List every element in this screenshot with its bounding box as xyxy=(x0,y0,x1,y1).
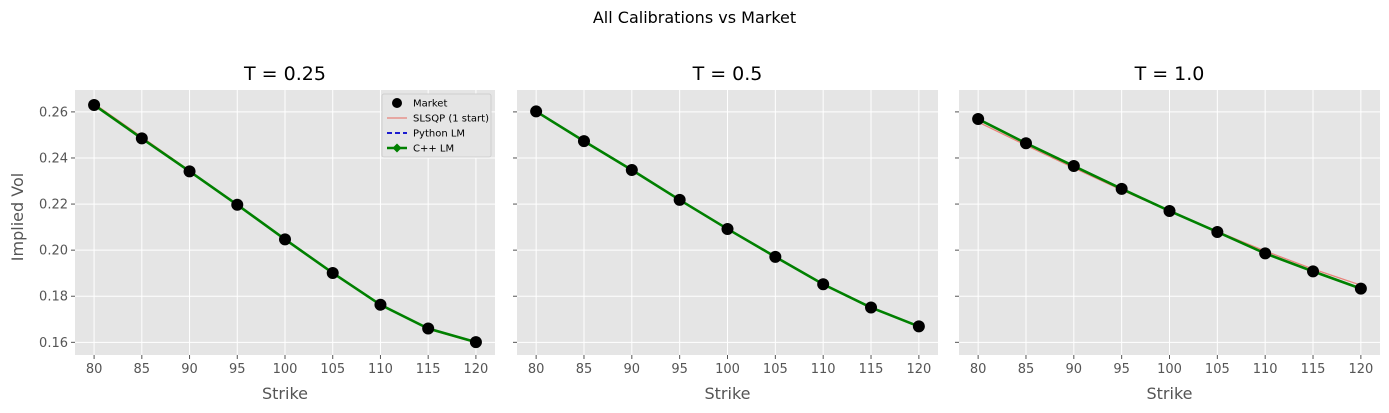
subplot-3: 80 85 90 95 100 105 110 115 120 T = 1.0 Strike xyxy=(955,63,1380,403)
market-point xyxy=(530,105,543,118)
market-point xyxy=(1354,282,1367,295)
subplot-title: T = 0.25 xyxy=(243,63,326,85)
market-point xyxy=(374,298,387,311)
x-tick-label: 95 xyxy=(1113,362,1130,377)
y-tick-label: 0.22 xyxy=(39,198,68,213)
y-tick-label: 0.16 xyxy=(39,336,68,351)
y-tick-label: 0.20 xyxy=(39,244,68,259)
x-tick-label: 110 xyxy=(811,362,836,377)
x-axis-label: Strike xyxy=(1147,384,1193,403)
y-tick-label: 0.26 xyxy=(39,105,68,120)
market-point xyxy=(1307,265,1320,278)
legend: Market SLSQP (1 start) Python LM C++ LM xyxy=(381,93,492,158)
x-tick-label: 85 xyxy=(134,362,151,377)
x-tick-label: 100 xyxy=(715,362,740,377)
x-tick-label: 90 xyxy=(624,362,641,377)
market-point xyxy=(1259,247,1272,260)
x-tick-label: 120 xyxy=(1348,362,1373,377)
x-tick-label: 100 xyxy=(1157,362,1182,377)
subplots: 80 85 90 95 100 105 110 115 120 0.16 0.18 0.20 0.22 0… xyxy=(39,63,1380,403)
y-tick-label: 0.24 xyxy=(39,151,68,166)
y-axis-label: Implied Vol xyxy=(8,173,27,261)
market-point xyxy=(1019,137,1032,150)
x-tick-label: 105 xyxy=(1205,362,1230,377)
x-tick-label: 85 xyxy=(576,362,593,377)
x-tick-label: 85 xyxy=(1018,362,1035,377)
market-point xyxy=(817,278,830,291)
x-tick-label: 115 xyxy=(1301,362,1326,377)
x-tick-label: 115 xyxy=(416,362,441,377)
market-point xyxy=(231,198,244,211)
x-axis-label: Strike xyxy=(262,384,308,403)
x-tick-label: 110 xyxy=(1253,362,1278,377)
figure-suptitle: All Calibrations vs Market xyxy=(593,8,796,27)
market-point xyxy=(1163,204,1176,217)
x-tick-label: 105 xyxy=(320,362,345,377)
market-point xyxy=(279,233,291,246)
x-tick-label: 110 xyxy=(368,362,393,377)
market-point xyxy=(422,322,435,335)
market-point xyxy=(135,132,148,145)
market-point xyxy=(88,98,101,111)
x-tick-label: 90 xyxy=(1066,362,1083,377)
market-point xyxy=(1115,182,1128,195)
legend-entry-label: C++ LM xyxy=(413,144,454,155)
market-point xyxy=(1211,225,1224,238)
y-tick-label: 0.18 xyxy=(39,290,68,305)
x-tick-label: 95 xyxy=(229,362,246,377)
market-point xyxy=(326,266,339,279)
market-point xyxy=(1067,160,1080,173)
x-tick-label: 120 xyxy=(463,362,488,377)
x-tick-label: 80 xyxy=(970,362,987,377)
subplot-2: 80 85 90 95 100 105 110 115 120 T = 0.5 Strike xyxy=(513,63,938,403)
market-point xyxy=(183,165,196,178)
legend-box xyxy=(381,93,492,158)
x-axis-label: Strike xyxy=(705,384,751,403)
market-point xyxy=(972,113,985,126)
market-point xyxy=(577,135,590,148)
market-point xyxy=(469,336,482,349)
subplot-title: T = 1.0 xyxy=(1134,63,1205,85)
legend-diamond-marker xyxy=(392,143,402,153)
x-tick-label: 105 xyxy=(763,362,788,377)
x-tick-label: 80 xyxy=(86,362,103,377)
market-point xyxy=(673,193,686,206)
legend-handle-market xyxy=(392,98,402,108)
market-point xyxy=(769,250,782,263)
x-tick-label: 100 xyxy=(273,362,298,377)
x-tick-label: 90 xyxy=(181,362,198,377)
x-tick-label: 120 xyxy=(906,362,931,377)
market-point xyxy=(721,222,734,235)
x-tick-label: 115 xyxy=(859,362,884,377)
legend-entry-label: SLSQP (1 start) xyxy=(413,114,489,125)
market-point xyxy=(865,301,878,314)
legend-entry-label: Market xyxy=(413,99,447,110)
subplot-title: T = 0.5 xyxy=(692,63,763,85)
x-tick-label: 80 xyxy=(528,362,545,377)
market-point xyxy=(912,320,925,333)
market-point xyxy=(625,163,638,176)
x-tick-label: 95 xyxy=(671,362,688,377)
subplot-1: 80 85 90 95 100 105 110 115 120 0.16 0.18 0.20 0.22 0… xyxy=(39,63,495,403)
legend-entry-label: Python LM xyxy=(413,129,465,140)
